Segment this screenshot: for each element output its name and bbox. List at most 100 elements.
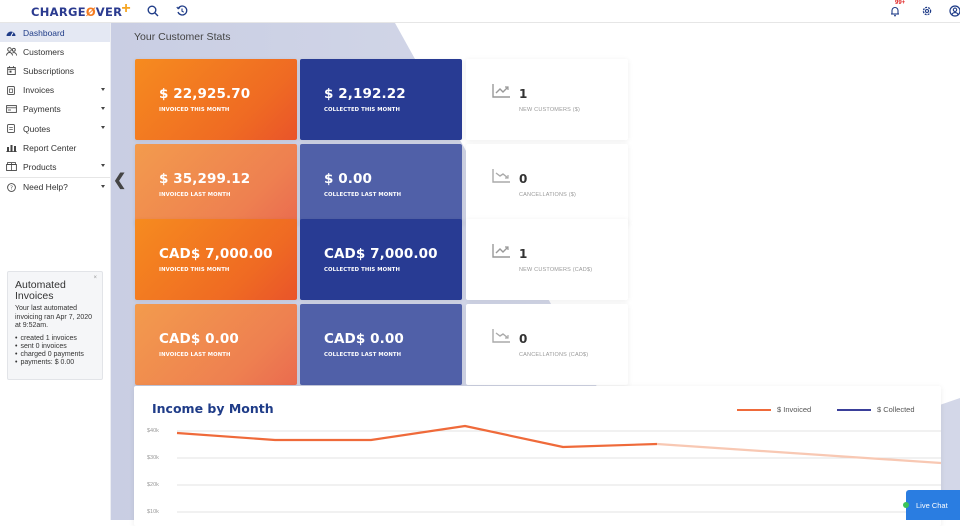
legend-swatch: [737, 408, 771, 411]
trend-down-icon: [492, 329, 510, 343]
stat-amount: $ 2,192.22: [324, 86, 406, 102]
collected-this-month-cad-card[interactable]: CAD$ 7,000.00 COLLECTED THIS MONTH: [300, 219, 462, 300]
new-customers-cad-card[interactable]: 1 NEW CUSTOMERS (CAD$): [466, 219, 628, 300]
sidebar-item-customers[interactable]: Customers: [0, 42, 110, 61]
plus-icon[interactable]: +: [121, 0, 131, 17]
search-icon[interactable]: [145, 3, 161, 19]
invoiced-last-month-card[interactable]: $ 35,299.12 INVOICED LAST MONTH: [135, 144, 297, 225]
chevron-down-icon[interactable]: [101, 125, 105, 129]
chargeover-logo[interactable]: CHARGEØVER: [31, 5, 122, 19]
invoiced-last-month-cad-card[interactable]: CAD$ 0.00 INVOICED LAST MONTH: [135, 304, 297, 385]
stat-label: NEW CUSTOMERS ($): [519, 107, 581, 113]
sidebar-item-label: Need Help?: [23, 182, 68, 193]
payment-card-icon: [5, 104, 17, 114]
notification-badge: 99+: [895, 0, 906, 6]
page-title: Your Customer Stats: [134, 31, 231, 43]
svg-text:?: ?: [10, 185, 13, 191]
report-icon: [5, 143, 17, 153]
customers-icon: [5, 47, 17, 57]
legend-swatch: [837, 408, 871, 411]
stat-item: created 1 invoices: [15, 335, 96, 343]
stat-label: CANCELLATIONS (CAD$): [519, 352, 589, 358]
logo-text: CHARGE: [31, 5, 86, 19]
legend-invoiced[interactable]: $ Invoiced: [737, 405, 811, 414]
y-tick: $10k: [147, 509, 159, 515]
income-by-month-chart: Income by Month $ Invoiced $ Collected $…: [134, 386, 941, 526]
stat-item: sent 0 invoices: [15, 343, 96, 351]
sidebar: Dashboard Customers Subscriptions Invoic…: [0, 23, 111, 520]
sidebar-item-products[interactable]: Products: [0, 157, 110, 176]
stat-label: INVOICED LAST MONTH: [159, 352, 231, 358]
y-tick: $30k: [147, 455, 159, 461]
stat-label: INVOICED LAST MONTH: [159, 192, 231, 198]
cancellations-cad-card[interactable]: 0 CANCELLATIONS (CAD$): [466, 304, 628, 385]
gear-icon[interactable]: [919, 3, 935, 19]
sidebar-item-label: Quotes: [23, 123, 51, 134]
cancellations-usd-card[interactable]: 0 CANCELLATIONS ($): [466, 144, 628, 225]
automated-invoices-title: Automated Invoices: [15, 279, 66, 302]
products-icon: [5, 162, 17, 172]
stat-label: INVOICED THIS MONTH: [159, 107, 230, 113]
chart-plot: [176, 424, 941, 513]
stat-label: CANCELLATIONS ($): [519, 192, 577, 198]
y-tick: $40k: [147, 428, 159, 434]
sidebar-item-label: Report Center: [23, 142, 77, 153]
live-chat-label: Live Chat: [916, 500, 948, 510]
y-tick: $20k: [147, 482, 159, 488]
sidebar-item-need-help[interactable]: ? Need Help?: [0, 178, 110, 197]
collected-last-month-cad-card[interactable]: CAD$ 0.00 COLLECTED LAST MONTH: [300, 304, 462, 385]
sidebar-item-invoices[interactable]: Invoices: [0, 81, 110, 100]
stat-item: charged 0 payments: [15, 351, 96, 359]
stat-value: 0: [519, 332, 528, 346]
calendar-icon: [5, 66, 17, 76]
online-status-dot: [903, 502, 909, 508]
stat-amount: CAD$ 0.00: [324, 331, 404, 347]
sidebar-item-report-center[interactable]: Report Center: [0, 138, 110, 157]
stat-amount: $ 0.00: [324, 171, 373, 187]
collected-last-month-card[interactable]: $ 0.00 COLLECTED LAST MONTH: [300, 144, 462, 225]
chevron-down-icon[interactable]: [101, 184, 105, 188]
stat-value: 1: [519, 87, 528, 101]
legend-label: $ Invoiced: [777, 405, 812, 414]
stat-amount: CAD$ 7,000.00: [159, 246, 273, 262]
sidebar-item-dashboard[interactable]: Dashboard: [0, 23, 110, 43]
stat-label: COLLECTED THIS MONTH: [324, 107, 401, 113]
close-icon[interactable]: ×: [93, 275, 97, 281]
chevron-down-icon[interactable]: [101, 164, 105, 168]
stat-amount: $ 22,925.70: [159, 86, 251, 102]
trend-up-icon: [492, 84, 510, 98]
dashboard-icon: [5, 28, 17, 38]
sidebar-item-label: Payments: [23, 104, 61, 115]
stat-amount: CAD$ 7,000.00: [324, 246, 438, 262]
stat-label: INVOICED THIS MONTH: [159, 267, 230, 273]
invoiced-this-month-cad-card[interactable]: CAD$ 7,000.00 INVOICED THIS MONTH: [135, 219, 297, 300]
sidebar-item-payments[interactable]: Payments: [0, 100, 110, 119]
stat-label: NEW CUSTOMERS (CAD$): [519, 267, 593, 273]
chevron-down-icon[interactable]: [101, 87, 105, 91]
chevron-down-icon[interactable]: [101, 106, 105, 110]
sidebar-item-label: Customers: [23, 46, 65, 57]
sidebar-item-label: Subscriptions: [23, 65, 75, 76]
stat-value: 0: [519, 172, 528, 186]
automated-invoices-stats: created 1 invoices sent 0 invoices charg…: [15, 335, 96, 368]
invoiced-this-month-card[interactable]: $ 22,925.70 INVOICED THIS MONTH: [135, 59, 297, 140]
logo-text: VER: [95, 5, 123, 19]
sidebar-item-subscriptions[interactable]: Subscriptions: [0, 61, 110, 80]
notifications-icon[interactable]: 99+: [887, 0, 906, 19]
trend-down-icon: [492, 169, 510, 183]
help-icon: ?: [5, 182, 17, 192]
history-icon[interactable]: [174, 3, 190, 19]
stat-label: COLLECTED THIS MONTH: [324, 267, 401, 273]
new-customers-usd-card[interactable]: 1 NEW CUSTOMERS ($): [466, 59, 628, 140]
live-chat-button[interactable]: Live Chat: [903, 490, 960, 520]
chevron-left-icon[interactable]: ❮: [113, 172, 127, 189]
stat-label: COLLECTED LAST MONTH: [324, 352, 402, 358]
legend-collected[interactable]: $ Collected: [837, 405, 915, 414]
chart-title: Income by Month: [152, 401, 274, 416]
collected-this-month-card[interactable]: $ 2,192.22 COLLECTED THIS MONTH: [300, 59, 462, 140]
logo-o: Ø: [85, 5, 96, 19]
sidebar-item-quotes[interactable]: Quotes: [0, 119, 110, 138]
user-circle-icon[interactable]: [947, 3, 960, 19]
legend-label: $ Collected: [877, 405, 915, 414]
quote-icon: [5, 124, 17, 134]
